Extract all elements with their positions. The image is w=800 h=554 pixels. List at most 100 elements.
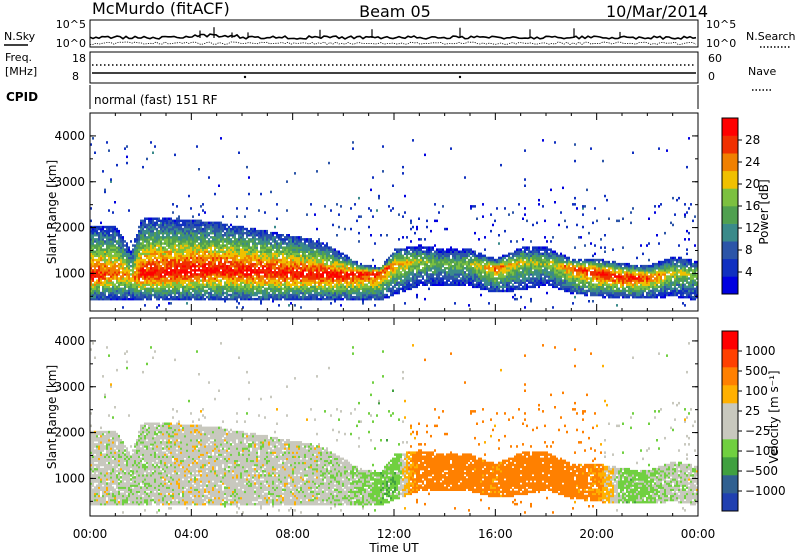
power-cell xyxy=(108,250,110,253)
power-cell xyxy=(160,240,162,243)
power-cell xyxy=(120,283,122,286)
power-cell xyxy=(384,287,386,291)
power-cell xyxy=(236,250,238,253)
power-cell xyxy=(280,234,282,237)
power-cell xyxy=(178,225,180,229)
power-cell xyxy=(160,295,162,299)
power-cell xyxy=(190,279,192,282)
power-cell xyxy=(112,267,114,270)
power-cell xyxy=(146,252,148,256)
power-cell xyxy=(102,242,104,245)
power-cell xyxy=(170,242,172,245)
power-cell xyxy=(100,227,102,231)
power-cell xyxy=(184,291,186,295)
power-cell xyxy=(260,244,262,247)
power-cell xyxy=(226,238,228,241)
power-cell xyxy=(202,273,204,276)
power-cell xyxy=(202,279,204,282)
power-cell xyxy=(154,217,156,220)
power-cell xyxy=(198,242,200,245)
power-cell xyxy=(252,271,254,274)
power-cell xyxy=(234,244,236,247)
power-cell xyxy=(406,236,408,239)
power-cell xyxy=(272,244,274,247)
power-cell xyxy=(134,260,136,264)
power-cell xyxy=(102,225,104,229)
power-cell xyxy=(188,285,190,289)
power-cell xyxy=(186,269,188,272)
power-cell xyxy=(120,267,122,270)
power-cell xyxy=(242,229,244,233)
power-cell xyxy=(218,240,220,243)
power-cell xyxy=(110,262,112,266)
power-cell xyxy=(136,254,138,258)
power-cell xyxy=(94,227,96,231)
power-cell xyxy=(226,277,228,280)
power-cell xyxy=(148,262,150,266)
power-cell xyxy=(206,248,208,251)
power-cell xyxy=(98,262,100,266)
power-cell xyxy=(218,262,220,266)
power-cell xyxy=(176,252,178,256)
power-cell xyxy=(222,264,224,268)
power-cell xyxy=(120,238,122,241)
power-cell xyxy=(194,283,196,286)
power-cell xyxy=(256,283,258,286)
power-cell xyxy=(242,231,244,235)
power-cell xyxy=(238,277,240,280)
power-cell xyxy=(126,248,128,251)
power-cell xyxy=(342,252,344,256)
power-cell xyxy=(198,291,200,295)
power-cell xyxy=(104,277,106,280)
power-cell xyxy=(138,291,140,295)
power-cell xyxy=(230,289,232,293)
power-cell xyxy=(182,291,184,295)
power-cell xyxy=(90,295,92,299)
power-cell xyxy=(168,267,170,270)
power-cell xyxy=(116,252,118,256)
power-cell xyxy=(244,281,246,284)
power-cell xyxy=(378,194,380,198)
power-cell xyxy=(172,238,174,241)
power-cell xyxy=(186,279,188,282)
power-cell xyxy=(246,165,248,169)
power-cell xyxy=(252,256,254,260)
power-cell xyxy=(398,248,400,251)
power-cell xyxy=(162,221,164,225)
power-cell xyxy=(104,256,106,260)
power-cell xyxy=(188,256,190,260)
power-cell xyxy=(172,250,174,253)
power-cell xyxy=(256,269,258,272)
power-cell xyxy=(240,238,242,241)
power-cell xyxy=(228,277,230,280)
power-cell xyxy=(182,254,184,258)
power-cell xyxy=(228,248,230,251)
power-cell xyxy=(188,297,190,301)
power-cell xyxy=(112,211,114,214)
power-cell xyxy=(222,234,224,237)
power-cell xyxy=(184,246,186,249)
power-cell xyxy=(154,238,156,241)
power-cell xyxy=(284,256,286,260)
power-cell xyxy=(198,277,200,280)
power-cell xyxy=(186,260,188,264)
power-cell xyxy=(214,223,216,227)
power-cell xyxy=(234,246,236,249)
power-cell xyxy=(270,285,272,289)
power-cell xyxy=(208,287,210,291)
power-cell xyxy=(216,238,218,241)
power-cell xyxy=(214,291,216,295)
power-cell xyxy=(262,248,264,251)
power-cell xyxy=(258,287,260,291)
power-cell xyxy=(154,242,156,245)
power-cell xyxy=(162,283,164,286)
power-cell xyxy=(196,256,198,260)
power-cell xyxy=(226,256,228,260)
power-cell xyxy=(270,250,272,253)
power-cell xyxy=(176,231,178,235)
power-cell xyxy=(272,273,274,276)
power-cell xyxy=(138,240,140,243)
power-cell xyxy=(278,275,280,278)
power-cell xyxy=(150,285,152,289)
power-cell xyxy=(168,217,170,220)
